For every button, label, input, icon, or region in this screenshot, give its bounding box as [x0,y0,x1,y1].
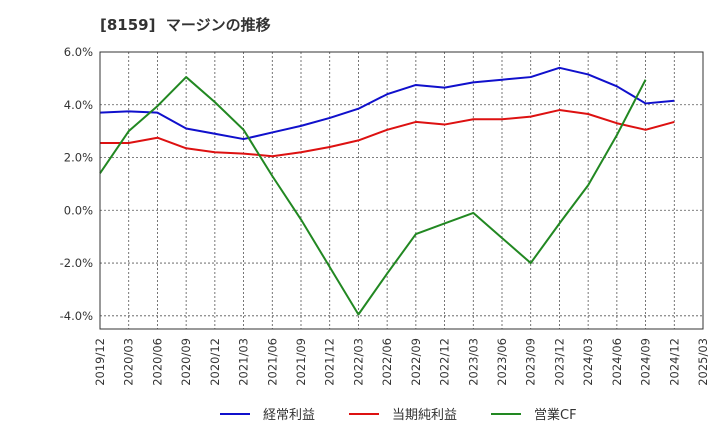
x-tick-label: 2023/09 [524,338,538,386]
x-tick-label: 2023/03 [466,338,480,386]
x-tick-label: 2020/06 [150,338,164,386]
chart-title: [8159] マージンの推移 [100,16,271,34]
series-line [99,66,675,141]
grid-lines [99,51,704,329]
series-lines [99,66,675,316]
x-tick-label: 2025/03 [696,338,710,386]
x-tick-label: 2024/09 [639,338,653,386]
legend-item: 営業CF [491,407,577,423]
x-tick-label: 2021/06 [265,338,279,386]
y-tick-label: 0.0% [64,203,93,217]
x-tick-label: 2024/06 [610,338,624,386]
x-tick-label: 2024/12 [667,338,681,386]
y-tick-label: 6.0% [64,45,93,59]
x-tick-label: 2019/12 [93,338,107,386]
x-tick-label: 2022/06 [380,338,394,386]
y-tick-label: 4.0% [64,98,93,112]
x-tick-label: 2020/03 [122,338,136,386]
x-tick-label: 2021/03 [237,338,251,386]
x-tick-label: 2022/12 [438,338,452,386]
x-tick-label: 2020/12 [208,338,222,386]
legend: 経常利益 当期純利益 営業CF [220,407,577,423]
x-tick-label: 2024/03 [581,338,595,386]
x-tick-label: 2022/09 [409,338,423,386]
y-tick-label: -4.0% [60,309,93,323]
x-tick-labels: 2019/12 2020/03 2020/06 2020/09 2020/12 2021/… [93,338,710,386]
series-line [100,109,675,158]
legend-item: 経常利益 [220,408,315,423]
legend-item: 当期純利益 [349,408,457,423]
x-tick-label: 2020/09 [179,338,193,386]
x-tick-label: 2023/12 [552,338,566,386]
y-tick-labels: -4.0% -2.0% 0.0% 2.0% 4.0% 6.0% [60,45,93,323]
x-tick-label: 2021/12 [323,338,337,386]
x-tick-label: 2022/03 [351,338,365,386]
y-tick-label: 2.0% [64,151,93,165]
series-line [99,76,647,316]
legend-label: 当期純利益 [392,408,457,423]
legend-label: 営業CF [534,407,577,423]
y-tick-label: -2.0% [60,256,93,270]
x-tick-label: 2023/06 [495,338,509,386]
legend-label: 経常利益 [263,408,315,423]
plot-frame [99,51,704,330]
x-tick-label: 2021/09 [294,338,308,386]
